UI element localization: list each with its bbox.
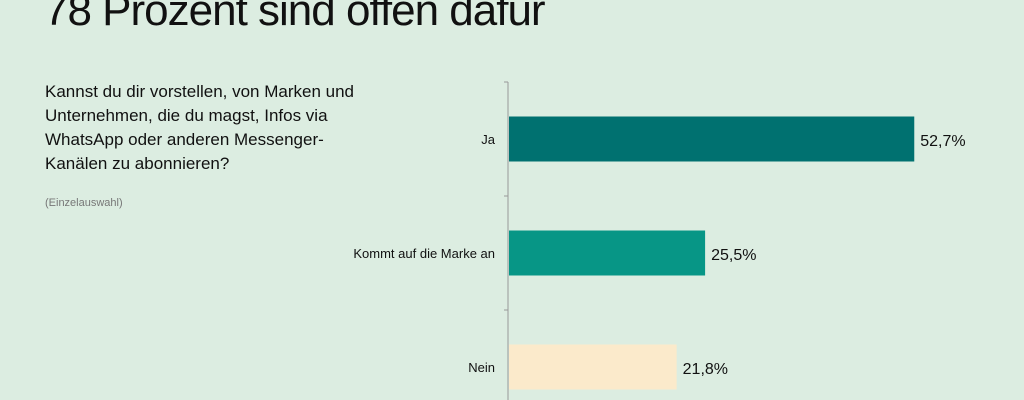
survey-question: Kannst du dir vorstellen, von Marken und… xyxy=(45,82,355,173)
category-label: Kommt auf die Marke an xyxy=(353,246,495,261)
category-label: Ja xyxy=(481,132,496,147)
bar-0 xyxy=(509,116,915,162)
value-label: 25,5% xyxy=(711,247,756,264)
bar-1 xyxy=(509,230,706,276)
selection-note: (Einzelauswahl) xyxy=(45,197,123,209)
category-label: Nein xyxy=(468,360,495,375)
value-label: 52,7% xyxy=(920,133,965,150)
bar-2 xyxy=(509,344,677,390)
value-label: 21,8% xyxy=(683,361,728,378)
chart-title: 78 Prozent sind offen dafür xyxy=(44,0,546,35)
